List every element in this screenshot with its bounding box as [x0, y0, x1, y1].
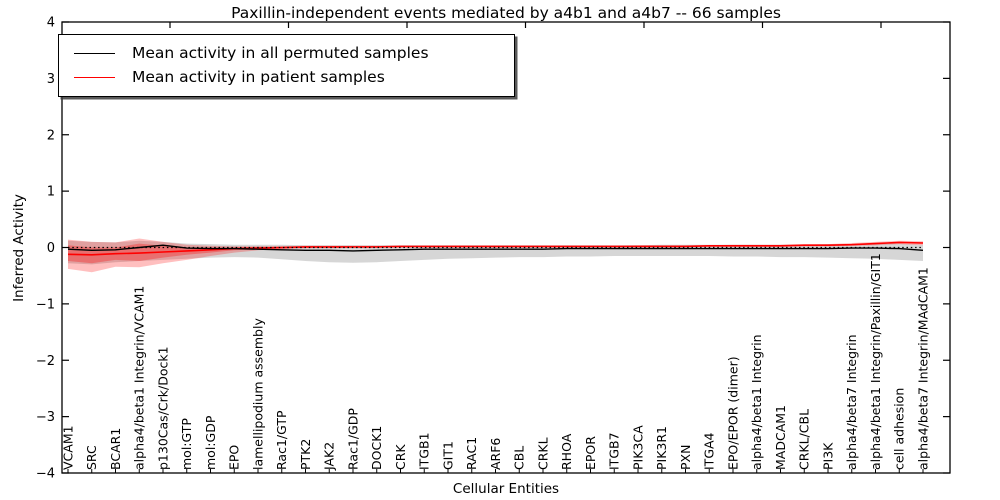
x-tick-label: ARF6	[488, 438, 503, 470]
patient-mean-line	[67, 241, 924, 256]
x-tick-label: lamellipodium assembly	[250, 318, 265, 470]
x-tick-label: PIK3CA	[630, 425, 645, 470]
legend-item-label: Mean activity in patient samples	[132, 67, 385, 86]
legend: Mean activity in all permuted samples Me…	[58, 34, 515, 97]
x-tick-label: BCAR1	[108, 428, 123, 470]
x-tick-label: CRKL	[535, 437, 550, 470]
x-tick-label: Rac1/GDP	[345, 408, 360, 470]
x-tick-label: SRC	[84, 445, 99, 470]
x-tick-label: PIK3R1	[654, 426, 669, 470]
x-tick-label: alpha4/beta1 Integrin/Paxillin/GIT1	[868, 253, 883, 470]
x-tick-label: EPO/EPOR (dimer)	[725, 356, 740, 470]
y-tick-label: 1	[47, 185, 55, 200]
permuted-line-swatch	[74, 52, 115, 54]
x-tick-label: mol:GTP	[179, 418, 194, 470]
permuted-mean-line	[67, 244, 924, 252]
x-tick-label: CBL	[512, 446, 527, 470]
y-tick-label: −2	[36, 354, 55, 369]
x-tick-label: EPOR	[583, 436, 598, 470]
x-tick-label: mol:GDP	[203, 415, 218, 470]
x-axis-label: Cellular Entities	[452, 481, 560, 497]
x-tick-label: PTK2	[298, 439, 313, 470]
legend-item-label: Mean activity in all permuted samples	[132, 43, 429, 62]
x-tick-label: alpha4/beta7 Integrin/MAdCAM1	[915, 267, 930, 470]
x-tick-label: p130Cas/Crk/Dock1	[155, 346, 170, 470]
legend-item: Mean activity in patient samples	[74, 67, 514, 86]
y-tick-label: 3	[47, 72, 55, 87]
x-tick-label: ITGB7	[607, 432, 622, 470]
y-tick-label: −4	[36, 467, 55, 482]
x-tick-label: PI3K	[820, 442, 835, 470]
x-tick-label: JAK2	[322, 442, 337, 471]
page-title: Paxillin-independent events mediated by …	[231, 4, 781, 22]
patient-line-swatch	[74, 77, 115, 79]
x-tick-label: RAC1	[464, 437, 479, 470]
x-tick-label: CRK	[393, 444, 408, 470]
y-tick-label: −1	[36, 297, 55, 312]
x-tick-label: RHOA	[559, 433, 574, 470]
x-tick-label: alpha4/beta1 Integrin/VCAM1	[132, 286, 147, 470]
x-tick-label: ITGA4	[702, 432, 717, 470]
legend-item: Mean activity in all permuted samples	[74, 43, 514, 62]
x-tick-label: VCAM1	[60, 425, 75, 470]
x-tick-label: alpha4/beta1 Integrin	[749, 334, 764, 470]
x-tick-label: alpha4/beta7 Integrin	[844, 334, 859, 470]
y-tick-label: −3	[36, 410, 55, 425]
x-tick-label: GIT1	[440, 441, 455, 470]
x-tick-label: MADCAM1	[773, 405, 788, 470]
x-tick-label: EPO	[227, 445, 242, 470]
x-tick-label: CRKL/CBL	[797, 409, 812, 470]
x-tick-label: ITGB1	[417, 432, 432, 470]
y-tick-label: 2	[47, 128, 55, 143]
x-tick-label: PXN	[678, 445, 693, 470]
y-tick-label: 4	[47, 16, 55, 31]
x-tick-label: Rac1/GTP	[274, 410, 289, 470]
x-tick-label: cell adhesion	[892, 388, 907, 470]
y-tick-label: 0	[47, 241, 55, 256]
permuted-samples-range-band	[68, 240, 923, 265]
x-tick-label: DOCK1	[369, 426, 384, 470]
